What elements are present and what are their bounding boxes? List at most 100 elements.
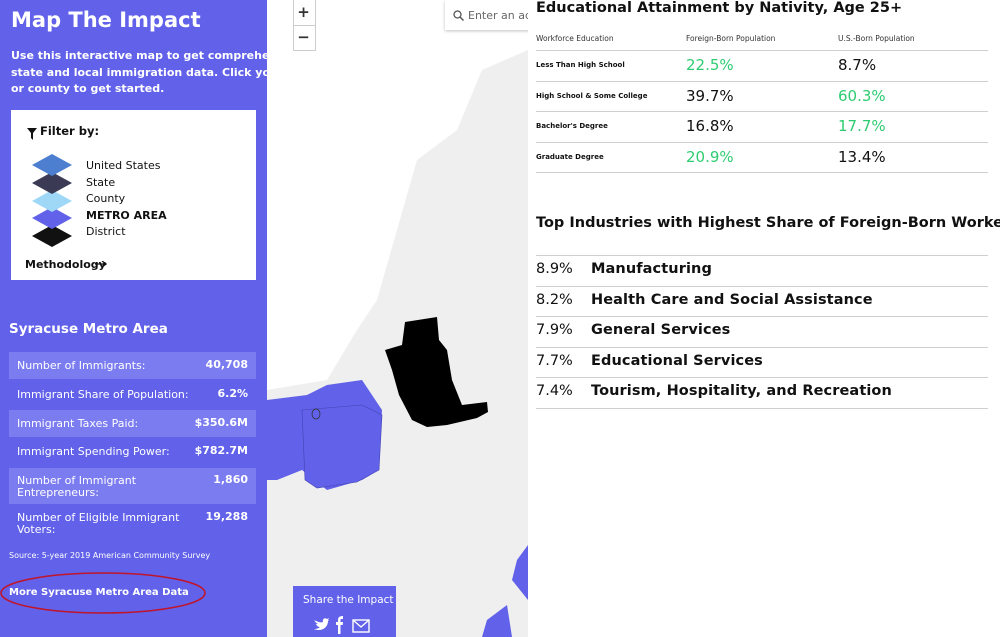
arrow-icon bbox=[95, 261, 107, 267]
stat-value: 1,860 bbox=[213, 473, 248, 486]
divider bbox=[536, 285, 988, 287]
row-value: 17.7% bbox=[838, 117, 886, 135]
region-district[interactable] bbox=[482, 605, 512, 637]
metro-title: Syracuse Metro Area bbox=[9, 321, 168, 337]
row-value: 39.7% bbox=[686, 86, 734, 105]
region-district[interactable] bbox=[512, 545, 528, 600]
stat-value: 40,708 bbox=[205, 358, 248, 371]
industry-share: 8.9% bbox=[536, 261, 573, 277]
row-label: Graduate Degree bbox=[536, 152, 604, 161]
stat-row: Number of Immigrant Entrepreneurs: 1,860 bbox=[9, 468, 256, 504]
region-gray[interactable] bbox=[267, 50, 528, 637]
search-icon bbox=[453, 10, 464, 21]
industry-name: Tourism, Hospitality, and Recreation bbox=[591, 383, 892, 399]
stat-row: Immigrant Spending Power: $782.7M bbox=[9, 438, 256, 467]
divider bbox=[536, 316, 988, 317]
region-district[interactable] bbox=[301, 404, 383, 489]
stat-label: Number of Eligible Immigrant bbox=[17, 511, 180, 524]
region-selected-metro[interactable] bbox=[385, 317, 488, 427]
row-label: Bachelor's Degree bbox=[536, 122, 608, 130]
search-box[interactable] bbox=[445, 0, 528, 30]
divider bbox=[536, 407, 988, 409]
sidebar-title: Map The Impact bbox=[11, 8, 201, 32]
divider bbox=[536, 255, 988, 256]
filter-icon bbox=[27, 128, 37, 140]
industry-name: General Services bbox=[591, 322, 731, 338]
filter-option[interactable]: United States bbox=[86, 159, 161, 172]
filter-label: Filter by: bbox=[40, 124, 100, 138]
filter-option[interactable]: District bbox=[86, 225, 126, 238]
data-panel: Educational Attainment by Nativity, Age … bbox=[528, 0, 1000, 637]
stat-label: Immigrant Taxes Paid: bbox=[17, 417, 139, 430]
search-placeholder[interactable]: Enter an add bbox=[468, 9, 528, 22]
stat-value: $782.7M bbox=[194, 444, 248, 457]
stat-value: 6.2% bbox=[217, 387, 248, 400]
email-icon[interactable] bbox=[352, 619, 370, 633]
more-data-link[interactable]: More Syracuse Metro Area Data bbox=[9, 587, 189, 598]
map[interactable]: + − Enter an add Share the Impact bbox=[267, 0, 528, 637]
intro-line: or county to get started. bbox=[11, 82, 165, 95]
section-title: Top Industries with Highest Share of For… bbox=[536, 215, 1000, 231]
stat-label: Immigrant Share of Population: bbox=[17, 388, 189, 401]
row-label: Less Than High School bbox=[536, 61, 625, 69]
divider bbox=[536, 141, 988, 143]
industry-share: 7.7% bbox=[536, 352, 573, 369]
divider bbox=[536, 377, 988, 378]
divider bbox=[536, 172, 988, 173]
stat-value: 19,288 bbox=[205, 510, 248, 523]
intro-line: state and local immigration data. Click … bbox=[11, 65, 320, 79]
intro-line: Use this interactive map to get comprehe… bbox=[11, 49, 303, 62]
annotation-ellipse bbox=[0, 572, 206, 614]
zoom-in-button[interactable]: + bbox=[297, 3, 310, 21]
industry-name: Manufacturing bbox=[591, 261, 712, 277]
region-lake bbox=[311, 408, 321, 420]
zoom-control bbox=[293, 0, 316, 51]
stat-row: Immigrant Taxes Paid: $350.6M bbox=[9, 410, 256, 437]
filter-box: Filter by: United States State County METRO … bbox=[11, 110, 256, 280]
divider bbox=[536, 80, 988, 82]
filter-option[interactable]: METRO AREA bbox=[86, 208, 167, 222]
table-header: Foreign-Born Population bbox=[686, 34, 776, 43]
stat-value: $350.6M bbox=[194, 416, 248, 429]
industry-share: 7.9% bbox=[536, 322, 573, 338]
filter-option[interactable]: County bbox=[86, 192, 126, 205]
industry-name: Health Care and Social Assistance bbox=[591, 291, 873, 308]
row-value: 13.4% bbox=[838, 147, 886, 166]
filter-option[interactable]: State bbox=[86, 175, 116, 189]
row-value: 60.3% bbox=[838, 86, 886, 105]
sidebar: Map The Impact Filter by: United States St… bbox=[0, 0, 319, 637]
row-label: High School & Some College bbox=[536, 91, 648, 100]
industry-share: 7.4% bbox=[536, 383, 573, 399]
stat-row: Number of Immigrants: 40,708 bbox=[9, 352, 256, 379]
industry-share: 8.2% bbox=[536, 291, 573, 308]
source-note: Source: 5-year 2019 American Community S… bbox=[9, 551, 211, 560]
zoom-divider bbox=[294, 25, 315, 26]
twitter-icon[interactable] bbox=[314, 618, 329, 631]
industry-name: Educational Services bbox=[591, 352, 763, 369]
divider bbox=[536, 346, 988, 348]
share-box bbox=[293, 586, 396, 637]
share-icons bbox=[314, 616, 370, 634]
section-title: Educational Attainment by Nativity, Age … bbox=[536, 0, 903, 16]
stat-label: Immigrant Spending Power: bbox=[17, 445, 170, 458]
stat-label: Entrepreneurs: bbox=[17, 486, 99, 499]
stat-row: Immigrant Share of Population: 6.2% bbox=[9, 381, 256, 409]
divider bbox=[536, 50, 988, 51]
table-header: Workforce Education bbox=[536, 34, 614, 43]
stat-row: Number of Eligible Immigrant Voters: 19,28… bbox=[9, 505, 256, 545]
zoom-out-button[interactable]: − bbox=[297, 28, 310, 46]
row-value: 22.5% bbox=[686, 56, 734, 74]
share-label: Share the Impact bbox=[303, 594, 394, 606]
row-value: 8.7% bbox=[838, 56, 877, 74]
stat-label: Number of Immigrant bbox=[17, 474, 137, 487]
stat-label: Voters: bbox=[17, 523, 56, 536]
layers-icon bbox=[32, 154, 72, 247]
facebook-icon[interactable] bbox=[336, 616, 343, 634]
divider bbox=[536, 111, 988, 112]
map-canvas bbox=[267, 50, 528, 637]
table-header: U.S.-Born Population bbox=[838, 34, 915, 43]
row-value: 20.9% bbox=[686, 147, 734, 166]
methodology-link[interactable]: Methodology bbox=[25, 258, 106, 271]
